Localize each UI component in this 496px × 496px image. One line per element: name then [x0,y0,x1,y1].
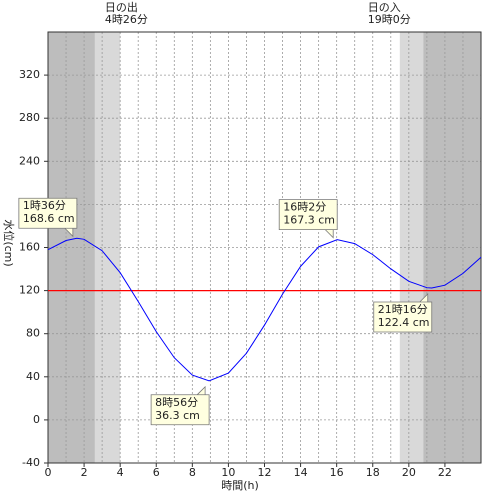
callout-time: 21時16分 [378,303,428,316]
y-tick-label: 240 [19,154,40,167]
y-tick-label: 0 [33,413,40,426]
y-tick-label: 80 [26,327,40,340]
x-tick-label: 8 [189,466,196,479]
callout-time: 8時56分 [155,396,198,409]
x-tick-label: 18 [366,466,380,479]
callout-time: 1時36分 [23,199,66,212]
callout-value: 168.6 cm [23,212,75,225]
callout-time: 16時2分 [283,201,326,214]
callout-box [373,293,433,333]
plot-frame [47,31,482,464]
x-tick-label: 2 [81,466,88,479]
y-tick-label: -40 [22,456,40,469]
y-tick-label: 320 [19,68,40,81]
tide-line [47,237,482,382]
x-tick-label: 12 [258,466,272,479]
x-tick-label: 0 [45,466,52,479]
callout-box [150,385,210,426]
x-tick-label: 16 [330,466,344,479]
shade [94,32,121,463]
callout-value: 36.3 cm [155,409,200,422]
sun-event-label: 日の入 [368,1,401,14]
x-tick-label: 14 [294,466,308,479]
y-tick-label: 280 [19,111,40,124]
y-axis-label: 水位(cm) [2,219,16,266]
x-tick-label: 4 [117,466,124,479]
x-axis-label: 時間(h) [221,479,259,492]
x-tick-label: 20 [402,466,416,479]
y-tick-label: 160 [19,241,40,254]
shade [48,32,95,463]
y-tick-label: 40 [26,370,40,383]
sun-event-time: 4時26分 [105,13,148,26]
x-tick-label: 10 [221,466,235,479]
sun-event-time: 19時0分 [368,13,411,26]
sun-event-label: 日の出 [105,0,138,14]
x-tick-label: 22 [438,466,452,479]
shade [399,32,424,463]
callout-value: 122.4 cm [378,316,430,329]
y-tick-label: 120 [19,284,40,297]
callout-value: 167.3 cm [283,214,335,227]
callout-box [18,197,78,238]
callout-box [278,199,338,239]
x-tick-label: 6 [153,466,160,479]
